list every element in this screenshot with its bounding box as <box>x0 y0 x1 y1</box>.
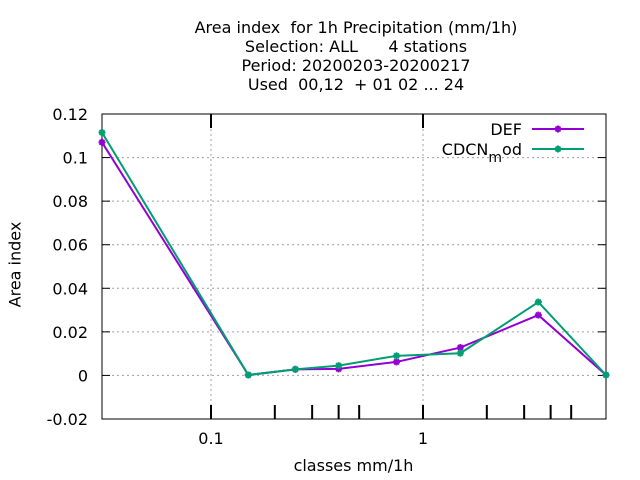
data-point <box>98 138 106 146</box>
title-line-3: Period: 20200203-20200217 <box>241 56 471 75</box>
y-tick-label: 0 <box>78 366 88 385</box>
y-tick-label: 0.1 <box>63 149 88 168</box>
series-line-2 <box>101 132 607 377</box>
title-line-2: Selection: ALL 4 stations <box>244 37 468 56</box>
title-line-1: Area index for 1h Precipitation (mm/1h) <box>194 18 518 37</box>
data-point <box>534 311 542 319</box>
legend-label: CDCNmod <box>442 140 522 166</box>
data-point <box>393 352 401 360</box>
legend-marker <box>554 145 562 153</box>
data-point <box>393 358 401 366</box>
data-point <box>602 371 610 379</box>
y-tick-label: 0.02 <box>52 323 88 342</box>
title-line-4: Used 00,12 + 01 02 ... 24 <box>247 75 465 94</box>
y-tick-label: 0.06 <box>52 236 88 255</box>
data-point <box>291 365 299 373</box>
data-point <box>534 298 542 306</box>
x-axis-label: classes mm/1h <box>293 456 414 475</box>
y-tick-label: 0.08 <box>52 192 88 211</box>
data-point <box>456 344 464 352</box>
y-tick-label: -0.02 <box>47 410 88 429</box>
data-point <box>244 371 252 379</box>
data-point <box>456 349 464 357</box>
legend-label: DEF <box>490 120 522 139</box>
x-tick-label: 0.1 <box>198 429 223 448</box>
x-tick-label: 1 <box>418 429 428 448</box>
plot-border <box>101 113 607 420</box>
y-tick-label: 0.12 <box>52 105 88 124</box>
y-tick-label: 0.04 <box>52 279 88 298</box>
legend-marker <box>554 125 562 133</box>
data-point <box>98 129 106 137</box>
data-point <box>335 362 343 370</box>
